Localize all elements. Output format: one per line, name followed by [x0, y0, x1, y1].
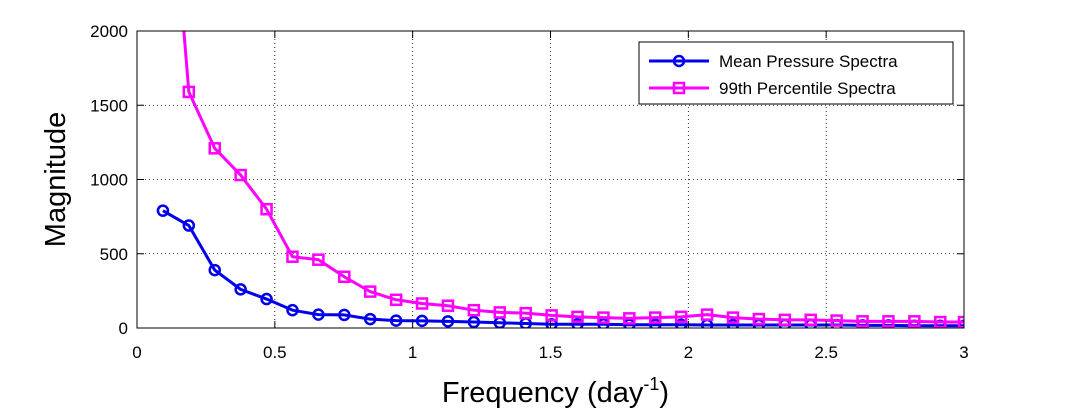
x-tick-label: 3: [959, 343, 968, 362]
data-point: [389, 293, 403, 307]
x-tick-label: 2.5: [814, 343, 838, 362]
data-point: [674, 318, 688, 328]
legend-marker: [672, 54, 686, 68]
y-tick-label: 1000: [90, 171, 128, 190]
data-point: [441, 299, 455, 312]
data-point: [493, 306, 507, 319]
legend-items: Mean Pressure Spectra 99th Percentile Spe…: [649, 52, 898, 98]
x-axis-label-close: ): [659, 377, 669, 409]
data-point: [778, 313, 792, 327]
grid-lines: [137, 31, 964, 328]
legend-box: [638, 41, 954, 105]
legend: Mean Pressure Spectra 99th Percentile Spe…: [638, 41, 954, 105]
data-point: [286, 303, 299, 317]
x-tick-label: 0.5: [263, 343, 287, 362]
y-axis-label: Magnitude: [40, 112, 72, 247]
data-point: [830, 314, 843, 327]
data-point: [649, 318, 662, 328]
data-point: [260, 292, 273, 306]
data-point: [208, 142, 221, 155]
data-point: [182, 219, 196, 232]
data-point: [389, 314, 403, 327]
data-point: [856, 315, 869, 328]
data-point: [934, 315, 947, 328]
series-layer: [156, 31, 964, 328]
data-point: [726, 311, 740, 324]
data-point: [804, 313, 817, 327]
y-tick-label: 2000: [90, 22, 128, 41]
x-tick-labels: 0 0.5 1 1.5 2 2.5 3: [132, 343, 968, 362]
data-point: [571, 318, 584, 328]
data-point: [571, 310, 584, 324]
data-point: [338, 270, 351, 284]
data-point: [234, 283, 247, 296]
data-point: [908, 315, 921, 328]
x-axis-label-superscript: -1: [643, 374, 659, 394]
legend-label: Mean Pressure Spectra: [719, 52, 898, 71]
y-tick-label: 0: [119, 319, 128, 338]
data-point: [752, 312, 766, 326]
series-line: [162, 209, 964, 328]
data-point: [286, 250, 299, 263]
data-point: [415, 297, 429, 310]
data-point: [156, 204, 170, 217]
data-point: [597, 318, 610, 328]
series-mean-pressure: [156, 204, 964, 328]
y-tick-label: 1500: [90, 96, 128, 115]
tick-marks: [136, 30, 965, 329]
data-point: [882, 315, 895, 328]
data-point: [623, 312, 636, 325]
series-99th-percentile: [182, 31, 964, 328]
legend-marker: [672, 81, 686, 95]
legend-entry: Mean Pressure Spectra: [649, 52, 898, 71]
data-point: [363, 312, 377, 326]
x-tick-label: 2: [684, 343, 693, 362]
data-point: [363, 285, 377, 298]
data-point: [519, 306, 532, 320]
data-point: [467, 303, 481, 317]
data-point: [338, 308, 351, 322]
data-point: [182, 85, 196, 99]
data-point: [441, 315, 455, 328]
legend-label: 99th Percentile Spectra: [719, 79, 896, 98]
data-point: [597, 311, 610, 324]
legend-entry: 99th Percentile Spectra: [649, 79, 896, 98]
data-point: [545, 309, 558, 322]
x-axis-label: Frequency (day-1): [442, 374, 669, 409]
data-point: [674, 310, 688, 324]
x-axis-label-main: Frequency (day: [442, 377, 644, 409]
data-point: [208, 263, 221, 277]
data-point: [234, 168, 247, 182]
x-tick-label: 1.5: [539, 343, 563, 362]
data-point: [957, 315, 964, 328]
data-point: [467, 315, 481, 328]
data-point: [700, 308, 714, 321]
data-point: [649, 311, 662, 324]
data-point: [312, 308, 325, 321]
y-tick-labels: 0 500 1000 1500 2000: [90, 22, 128, 338]
x-tick-label: 0: [132, 343, 141, 362]
data-point: [415, 314, 429, 328]
data-point: [312, 253, 325, 266]
y-tick-label: 500: [100, 245, 128, 264]
data-point: [726, 318, 740, 328]
data-point: [260, 202, 273, 216]
x-tick-label: 1: [408, 343, 417, 362]
